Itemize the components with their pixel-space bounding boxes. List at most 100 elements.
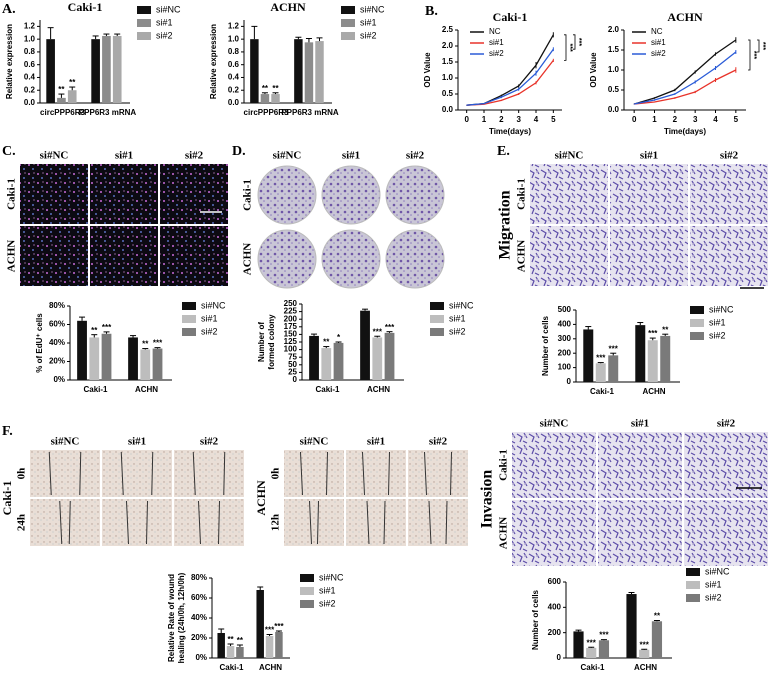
wound-edge	[79, 451, 82, 496]
x-tick-label: 2	[673, 115, 678, 124]
micrograph	[385, 165, 445, 225]
micrograph	[408, 499, 468, 546]
bar	[217, 633, 225, 658]
wound-edge	[317, 500, 319, 545]
legend-label: si#NC	[156, 4, 181, 14]
y-tick-label: 0.0	[442, 105, 454, 114]
legend-swatch	[690, 319, 704, 327]
column-label: si#NC	[40, 150, 69, 162]
y-tick-label: 2.0	[442, 41, 454, 50]
bar	[304, 42, 314, 103]
legend-label: si#1	[449, 313, 466, 323]
y-tick-label: 0.8	[228, 47, 240, 56]
micrograph	[102, 450, 172, 497]
row-label: 24h	[16, 514, 28, 531]
bar	[77, 320, 87, 380]
chart-title: Caki-1	[68, 0, 103, 14]
x-tick-label: Caki-1	[315, 385, 340, 394]
bar	[372, 337, 383, 380]
x-tick-label: 0	[464, 115, 469, 124]
y-axis-label: % of EdU⁺ cells	[35, 313, 44, 373]
x-tick-label: circPPP6R3	[244, 108, 289, 117]
y-tick-label: 0	[557, 653, 562, 662]
significance: ***	[566, 44, 573, 52]
side-label: ACHN	[254, 480, 268, 516]
y-axis-label: formed colony	[267, 314, 276, 370]
legend-swatch	[137, 19, 151, 27]
bar	[626, 594, 637, 658]
y-tick-label: 20%	[49, 357, 65, 366]
y-tick-label: 400	[558, 320, 572, 329]
legend-swatch	[182, 302, 196, 310]
micrograph	[598, 432, 682, 498]
significance: ***	[640, 640, 650, 649]
x-tick-label: ACHN	[259, 663, 282, 672]
y-tick-label: 600	[548, 577, 562, 586]
micrograph	[690, 164, 768, 224]
legend-label: NC	[489, 27, 501, 36]
legend-label: si#2	[489, 49, 504, 58]
significance: ***	[265, 626, 275, 635]
bar	[583, 329, 594, 382]
legend-label: si#1	[319, 585, 336, 595]
row-label: Caki-1	[498, 449, 510, 481]
column-label: si#2	[406, 150, 425, 162]
y-tick-label: 1.5	[608, 45, 620, 54]
significance-bracket	[564, 34, 567, 61]
y-tick-label: 1.0	[442, 73, 454, 82]
x-tick-label: ACHN	[367, 385, 390, 394]
y-tick-label: 400	[548, 602, 562, 611]
wound-edge	[151, 451, 154, 496]
micrograph	[598, 500, 682, 566]
bar	[140, 349, 151, 380]
bar	[333, 342, 344, 380]
bar	[275, 632, 283, 658]
column-label: si#NC	[273, 150, 302, 162]
wound-edge	[388, 451, 390, 496]
legend-label: NC	[651, 27, 663, 36]
significance: **	[69, 78, 76, 87]
legend-label: si#2	[709, 330, 726, 340]
y-axis-label: Number of cells	[541, 315, 550, 376]
bar	[294, 39, 303, 103]
x-tick-label: PPP6R3 mRNA	[281, 108, 339, 117]
micrograph	[90, 164, 158, 224]
panel-label: C.	[2, 144, 16, 159]
legend-label: si#2	[360, 30, 377, 40]
y-tick-label: 0.2	[228, 85, 240, 94]
micrograph	[610, 226, 688, 286]
bar	[639, 649, 650, 658]
significance: **	[262, 84, 269, 93]
side-label: Migration	[497, 190, 514, 259]
bar	[598, 640, 610, 658]
x-tick-label: 1	[652, 115, 657, 124]
x-tick-label: Caki-1	[580, 663, 605, 672]
column-label: si#1	[128, 436, 146, 448]
y-tick-label: 80%	[191, 573, 207, 582]
legend-swatch	[182, 315, 196, 323]
legend-swatch	[182, 328, 196, 336]
wound-edge	[300, 451, 303, 496]
wound-edge	[326, 451, 328, 496]
y-tick-label: 150	[284, 330, 298, 339]
x-tick-label: 5	[551, 115, 556, 124]
bar	[635, 325, 646, 382]
micrograph	[160, 226, 228, 286]
bar	[112, 35, 122, 103]
micrograph	[174, 450, 244, 497]
micrograph	[385, 229, 445, 289]
column-label: si#NC	[300, 436, 329, 448]
bar	[309, 335, 319, 380]
wound-edge	[445, 500, 448, 545]
x-tick-label: Caki-1	[219, 663, 244, 672]
wound-edge	[68, 500, 71, 545]
micrograph	[20, 226, 88, 286]
bar	[236, 647, 244, 658]
significance: **	[662, 325, 669, 334]
column-label: si#2	[720, 150, 739, 162]
significance: **	[237, 636, 244, 645]
side-label: Caki-1	[0, 481, 14, 516]
x-tick-label: 3	[693, 115, 698, 124]
significance: ***	[599, 631, 609, 640]
micrograph	[284, 450, 344, 497]
